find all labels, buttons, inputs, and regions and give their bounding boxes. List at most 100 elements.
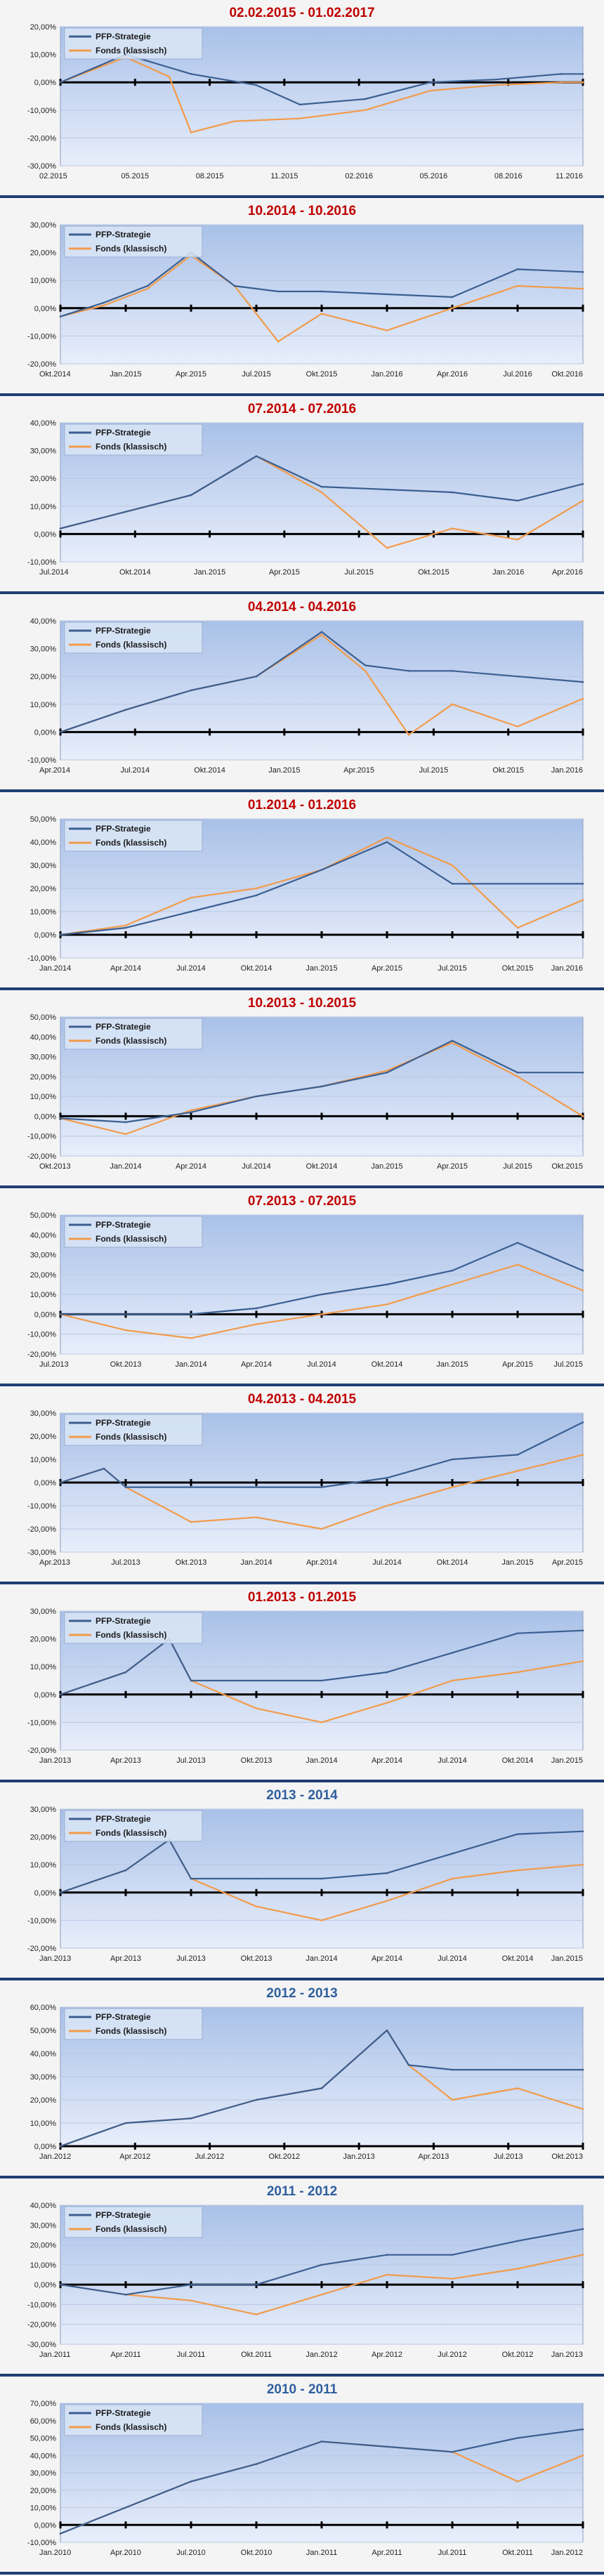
data-point-strategy xyxy=(516,883,519,885)
data-point-fund xyxy=(582,1289,584,1292)
x-tick-label: 08.2016 xyxy=(494,172,523,180)
data-point-strategy xyxy=(386,293,388,296)
chart-title: 01.2013 - 01.2015 xyxy=(247,1590,357,1605)
y-tick-label: -10,00% xyxy=(27,2301,56,2309)
chart-panel: 07.2014 - 07.2016 40,00% 30,00% 20,00% 10,00… xyxy=(0,396,604,594)
chart-panel: 2011 - 2012 40,00% 30,00% 20,00% 10,00% 0,00%… xyxy=(0,2179,604,2377)
x-tick-label: Jan.2015 xyxy=(436,1360,468,1369)
x-tick-label: Jul.2014 xyxy=(307,1360,336,1369)
data-point-strategy xyxy=(320,631,323,633)
y-tick-label: 0,00% xyxy=(34,728,56,737)
x-tick-label: Okt.2015 xyxy=(551,1162,583,1171)
y-tick-label: 30,00% xyxy=(30,1053,57,1062)
chart-title: 07.2014 - 07.2016 xyxy=(247,402,357,416)
data-point-fund xyxy=(582,1863,584,1866)
data-point-strategy xyxy=(516,1242,519,1244)
data-point-fund xyxy=(124,1329,127,1332)
x-tick-label: Jul.2015 xyxy=(242,370,271,379)
data-point-strategy xyxy=(582,883,584,885)
x-tick-label: Okt.2015 xyxy=(502,964,534,973)
data-point-strategy xyxy=(582,1071,584,1074)
y-tick-label: 40,00% xyxy=(30,2202,57,2210)
y-tick-label: -10,00% xyxy=(27,756,56,765)
data-point-fund xyxy=(386,329,388,331)
data-point-fund xyxy=(516,2087,519,2089)
data-point-fund xyxy=(124,1133,127,1136)
y-tick-label: 10,00% xyxy=(30,1663,57,1671)
x-tick-label: Jan.2015 xyxy=(306,964,337,973)
y-tick-label: 20,00% xyxy=(30,2096,57,2105)
legend-label-strategy: PFP-Strategie xyxy=(96,2012,151,2022)
data-point-fund xyxy=(386,2273,388,2276)
data-point-strategy xyxy=(582,73,584,75)
chart-title: 04.2014 - 04.2016 xyxy=(247,600,357,615)
legend: PFP-Strategie Fonds (klassisch) xyxy=(64,1018,203,1050)
y-tick-label: -30,00% xyxy=(27,2341,56,2349)
data-point-strategy xyxy=(59,2283,62,2286)
x-tick-label: Jan.2014 xyxy=(306,1954,337,1963)
x-tick-label: Jul.2013 xyxy=(176,1756,206,1765)
y-tick-label: 50,00% xyxy=(30,2435,57,2443)
x-tick-label: Jan.2015 xyxy=(551,1954,583,1963)
legend: PFP-Strategie Fonds (klassisch) xyxy=(64,2008,203,2040)
legend: PFP-Strategie Fonds (klassisch) xyxy=(64,2404,203,2436)
x-tick-label: Okt.2015 xyxy=(418,568,449,577)
x-tick-label: Jan.2012 xyxy=(39,2153,71,2161)
data-point-strategy xyxy=(190,494,192,497)
data-point-strategy xyxy=(124,2122,127,2124)
data-point-fund xyxy=(320,2293,323,2296)
data-point-strategy xyxy=(255,1486,258,1488)
legend-label-strategy: PFP-Strategie xyxy=(96,2210,151,2220)
data-point-fund xyxy=(190,896,192,899)
x-tick-label: 05.2015 xyxy=(121,172,149,180)
chart-svg: 50,00% 40,00% 30,00% 20,00% 10,00% 0,00% -10,0… xyxy=(27,1211,584,1369)
x-tick-label: Okt.2014 xyxy=(502,1756,534,1765)
chart-svg: 60,00% 50,00% 40,00% 30,00% 20,00% 10,00% 0,00… xyxy=(30,2004,584,2161)
x-tick-label: Apr.2015 xyxy=(502,1360,533,1369)
legend-box xyxy=(64,1018,203,1050)
x-tick-label: Okt.2013 xyxy=(551,2153,583,2161)
data-point-strategy xyxy=(255,1877,258,1880)
x-tick-label: Jul.2014 xyxy=(120,766,150,775)
x-tick-label: 02.2015 xyxy=(39,172,67,180)
y-tick-label: 10,00% xyxy=(30,2261,57,2270)
y-tick-label: 50,00% xyxy=(30,815,57,824)
y-tick-label: 0,00% xyxy=(34,931,56,940)
series-line-strategy xyxy=(60,53,583,105)
y-tick-label: 0,00% xyxy=(34,2281,56,2289)
data-point-fund xyxy=(451,1283,454,1286)
x-tick-label: Jan.2014 xyxy=(39,964,71,973)
y-tick-label: 40,00% xyxy=(30,1033,57,1041)
data-point-fund xyxy=(386,836,388,839)
x-tick-label: Okt.2013 xyxy=(39,1162,71,1171)
data-point-strategy xyxy=(451,296,454,298)
legend-label-strategy: PFP-Strategie xyxy=(96,1418,151,1428)
legend-label-fund: Fonds (klassisch) xyxy=(96,2422,166,2432)
x-tick-label: Apr.2015 xyxy=(552,1558,583,1567)
y-tick-label: 10,00% xyxy=(30,1093,57,1101)
x-tick-label: Okt.2013 xyxy=(110,1360,142,1369)
chart-title: 04.2013 - 04.2015 xyxy=(247,1392,357,1407)
legend-label-strategy: PFP-Strategie xyxy=(96,626,151,636)
data-point-strategy xyxy=(582,681,584,683)
x-tick-label: Apr.2014 xyxy=(372,1756,402,1765)
x-tick-label: Jan.2012 xyxy=(551,2549,583,2557)
x-tick-label: Apr.2014 xyxy=(176,1162,206,1171)
legend: PFP-Strategie Fonds (klassisch) xyxy=(64,1810,203,1842)
y-tick-label: -10,00% xyxy=(27,558,56,567)
legend-box xyxy=(64,820,203,852)
data-point-strategy xyxy=(298,103,301,106)
y-tick-label: -10,00% xyxy=(27,1917,56,1925)
y-tick-label: -10,00% xyxy=(27,107,56,115)
x-tick-label: Apr.2013 xyxy=(110,1954,141,1963)
data-point-strategy xyxy=(407,2064,410,2066)
series-line-strategy xyxy=(60,1629,584,1695)
data-point-fund xyxy=(429,89,432,92)
data-point-strategy xyxy=(124,2293,127,2296)
legend-label-fund: Fonds (klassisch) xyxy=(96,640,166,650)
data-point-strategy xyxy=(59,933,62,936)
y-tick-label: 30,00% xyxy=(30,1251,57,1260)
data-point-fund xyxy=(320,313,323,315)
legend-label-fund: Fonds (klassisch) xyxy=(96,46,166,55)
y-tick-label: -10,00% xyxy=(27,1719,56,1727)
